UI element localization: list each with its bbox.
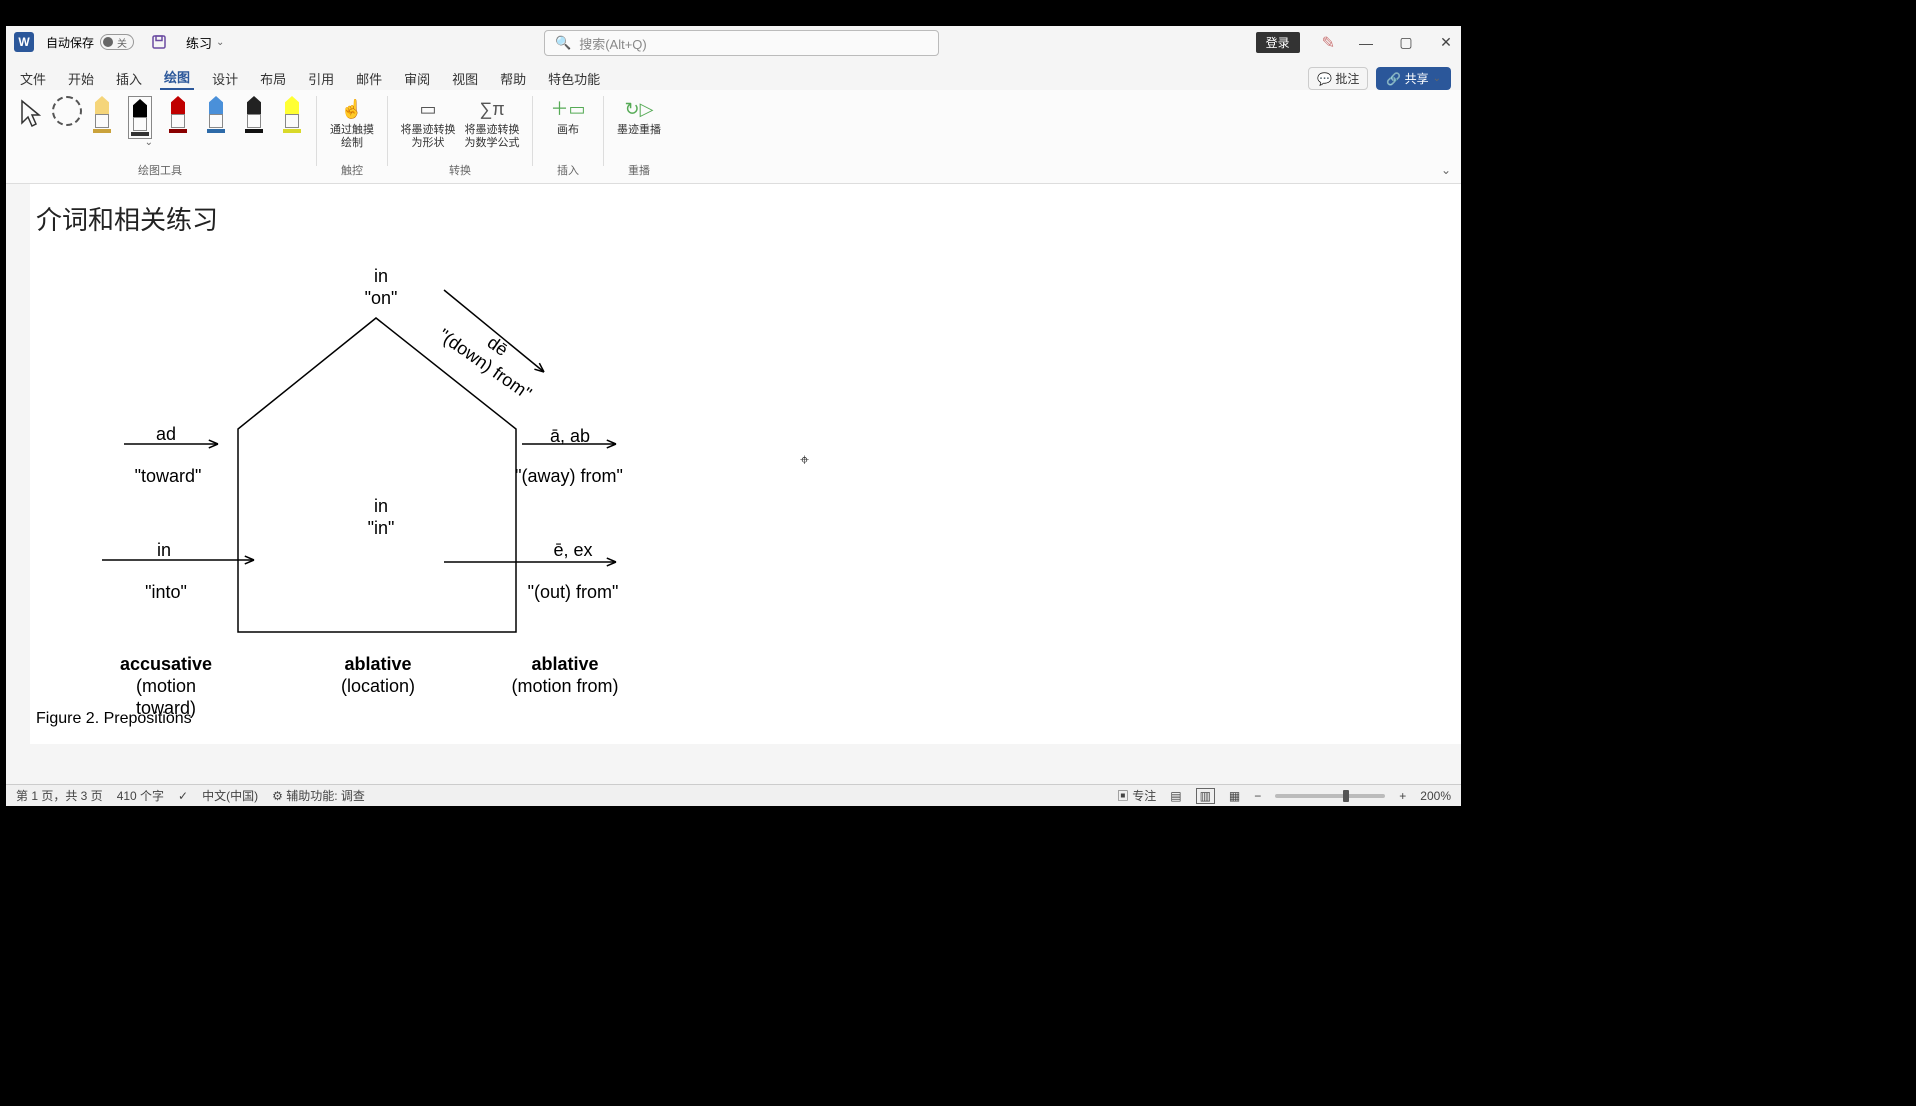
ink-replay-button[interactable]: ↻▷ 墨迹重播 bbox=[616, 96, 662, 137]
tab-11[interactable]: 特色功能 bbox=[544, 67, 604, 90]
touch-icon: ☝ bbox=[341, 96, 363, 124]
diagram-label-in_in: in"in" bbox=[321, 496, 441, 539]
view-print-icon[interactable]: ▥ bbox=[1196, 788, 1215, 804]
minimize-button[interactable]: — bbox=[1357, 35, 1375, 51]
search-icon: 🔍 bbox=[555, 35, 571, 51]
comments-button[interactable]: 💬 批注 bbox=[1308, 67, 1368, 90]
group-label-convert: 转换 bbox=[449, 162, 471, 178]
replay-icon: ↻▷ bbox=[625, 96, 654, 124]
zoom-in[interactable]: + bbox=[1399, 789, 1406, 803]
diagram-label-e_ex: ē, ex bbox=[513, 540, 633, 562]
zoom-slider[interactable] bbox=[1275, 794, 1385, 798]
canvas-icon: ＋▭ bbox=[550, 96, 585, 124]
tab-1[interactable]: 开始 bbox=[64, 67, 98, 90]
figure-caption: Figure 2. Prepositions bbox=[36, 710, 192, 728]
tab-8[interactable]: 审阅 bbox=[400, 67, 434, 90]
text-cursor: ⌖ bbox=[800, 452, 809, 470]
view-web-icon[interactable]: ▦ bbox=[1229, 789, 1240, 803]
tab-7[interactable]: 邮件 bbox=[352, 67, 386, 90]
pen-1[interactable]: ⌄ bbox=[128, 96, 152, 139]
group-label-touch: 触控 bbox=[341, 162, 363, 178]
pen-2[interactable] bbox=[166, 96, 190, 139]
diagram-label-abl1b: (location) bbox=[318, 676, 438, 698]
status-lang[interactable]: 中文(中国) bbox=[202, 787, 258, 804]
close-button[interactable]: ✕ bbox=[1437, 34, 1455, 51]
ribbon-collapse-button[interactable]: ⌄ bbox=[1441, 163, 1451, 177]
math-icon: ∑π bbox=[479, 96, 504, 124]
tab-4[interactable]: 设计 bbox=[208, 67, 242, 90]
tab-6[interactable]: 引用 bbox=[304, 67, 338, 90]
pen-4[interactable] bbox=[242, 96, 266, 139]
diagram-label-acc: accusative bbox=[106, 654, 226, 676]
tab-0[interactable]: 文件 bbox=[16, 67, 50, 90]
save-icon[interactable] bbox=[150, 33, 168, 51]
diagram-label-abl2b: (motion from) bbox=[505, 676, 625, 698]
pen-0[interactable] bbox=[90, 96, 114, 139]
shape-icon: ▭ bbox=[419, 96, 436, 124]
diagram-label-abl1: ablative bbox=[318, 654, 438, 676]
ink-to-shape-button[interactable]: ▭ 将墨迹转换为形状 bbox=[400, 96, 456, 150]
status-a11y[interactable]: ⚙ 辅助功能: 调查 bbox=[272, 787, 365, 804]
status-page[interactable]: 第 1 页，共 3 页 bbox=[16, 787, 103, 804]
search-input[interactable]: 🔍 搜索(Alt+Q) bbox=[544, 30, 939, 56]
tab-5[interactable]: 布局 bbox=[256, 67, 290, 90]
lasso-tool[interactable] bbox=[52, 96, 82, 126]
autosave-toggle[interactable]: 关 bbox=[100, 34, 134, 50]
diagram-label-in_on: in"on" bbox=[321, 266, 441, 309]
doc-name-dropdown[interactable]: 练习⌄ bbox=[186, 33, 224, 52]
group-label-tools: 绘图工具 bbox=[138, 162, 182, 178]
preposition-diagram: in"on"dē"(down) from"ad"toward"ā, ab"(aw… bbox=[36, 244, 636, 744]
group-label-insert: 插入 bbox=[557, 162, 579, 178]
view-read-icon[interactable]: ▤ bbox=[1170, 789, 1181, 803]
select-tool[interactable] bbox=[16, 96, 44, 132]
pen-ui-icon[interactable]: ✎ bbox=[1322, 33, 1335, 53]
diagram-label-away: "(away) from" bbox=[509, 466, 629, 488]
share-button[interactable]: 🔗 共享 ⌄ bbox=[1376, 67, 1451, 90]
document-heading: 介词和相关练习 bbox=[36, 200, 1461, 237]
touch-draw-button[interactable]: ☝ 通过触摸绘制 bbox=[329, 96, 375, 150]
pen-5[interactable] bbox=[280, 96, 304, 139]
zoom-level[interactable]: 200% bbox=[1420, 789, 1451, 803]
status-proof-icon[interactable]: ✓ bbox=[178, 789, 188, 803]
diagram-label-abl2: ablative bbox=[505, 654, 625, 676]
autosave-label: 自动保存 bbox=[46, 34, 94, 51]
canvas-button[interactable]: ＋▭ 画布 bbox=[545, 96, 591, 137]
diagram-label-into: "into" bbox=[106, 582, 226, 604]
login-button[interactable]: 登录 bbox=[1256, 32, 1300, 53]
chevron-down-icon: ⌄ bbox=[216, 37, 224, 48]
tab-2[interactable]: 插入 bbox=[112, 67, 146, 90]
diagram-label-toward: "toward" bbox=[108, 466, 228, 488]
tab-3[interactable]: 绘图 bbox=[160, 65, 194, 90]
zoom-out[interactable]: − bbox=[1254, 789, 1261, 803]
diagram-label-ad: ad bbox=[106, 424, 226, 446]
focus-mode[interactable]: ▣ 专注 bbox=[1117, 787, 1156, 804]
diagram-label-out: "(out) from" bbox=[513, 582, 633, 604]
status-words[interactable]: 410 个字 bbox=[117, 787, 164, 804]
ink-to-math-button[interactable]: ∑π 将墨迹转换为数学公式 bbox=[464, 96, 520, 150]
diagram-label-in_into_top: in bbox=[104, 540, 224, 562]
diagram-label-a_ab: ā, ab bbox=[510, 426, 630, 448]
tab-10[interactable]: 帮助 bbox=[496, 67, 530, 90]
word-icon: W bbox=[14, 32, 34, 52]
tab-9[interactable]: 视图 bbox=[448, 67, 482, 90]
maximize-button[interactable]: ▢ bbox=[1397, 34, 1415, 51]
pen-3[interactable] bbox=[204, 96, 228, 139]
group-label-replay: 重播 bbox=[628, 162, 650, 178]
